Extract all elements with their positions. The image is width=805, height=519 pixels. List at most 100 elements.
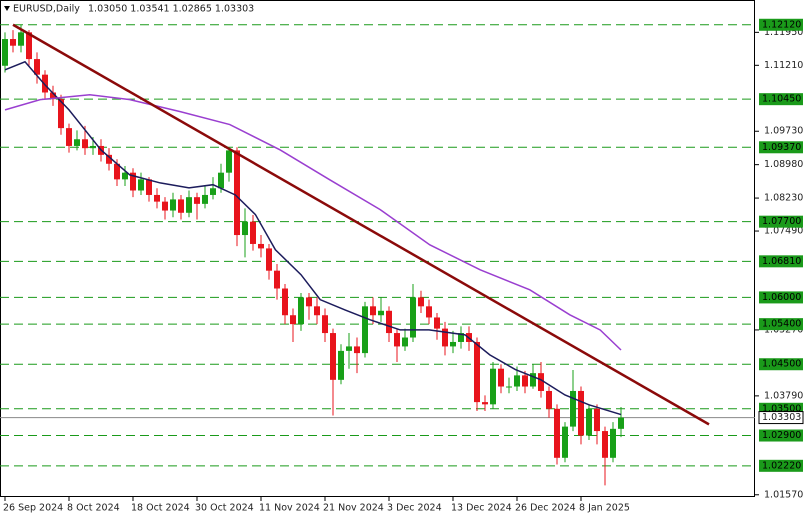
candle-body [322, 315, 328, 334]
candle-body [434, 317, 440, 329]
candle-body [354, 346, 360, 354]
candle-body [82, 139, 88, 149]
candle-body [34, 59, 40, 75]
candle-body [530, 373, 536, 387]
candle-body [10, 39, 16, 46]
overlay-line [4, 93, 622, 351]
x-tick-label: 26 Dec 2024 [515, 503, 576, 514]
level-label: 1.06000 [762, 292, 801, 303]
x-tick-label: 8 Jan 2025 [579, 503, 630, 514]
x-tick-label: 30 Oct 2024 [195, 503, 254, 514]
level-label-box [759, 215, 803, 228]
level-label-box [759, 141, 803, 154]
candle-body [250, 221, 256, 244]
candle-body [378, 310, 384, 316]
level-label: 1.02220 [762, 460, 801, 471]
candle-body [130, 172, 136, 191]
candle-body [50, 92, 56, 100]
candle-body [538, 373, 544, 391]
candle-body [562, 426, 568, 458]
overlay-line [4, 60, 622, 416]
candle-body [154, 194, 160, 202]
candle-body [58, 99, 64, 129]
level-label-box [759, 429, 803, 442]
candle-body [450, 341, 456, 347]
y-tick-label: 1.11950 [764, 27, 803, 38]
x-tick-label: 8 Oct 2024 [67, 503, 120, 514]
y-tick-label: 1.08230 [764, 193, 803, 204]
level-label-box [759, 18, 803, 31]
candle-body [490, 368, 496, 405]
candle-body [594, 408, 600, 432]
candle-body [26, 32, 32, 60]
level-label: 1.10450 [762, 94, 801, 105]
y-tick-label: 1.08980 [764, 159, 803, 170]
candle-body [114, 163, 120, 180]
candle-body [386, 310, 392, 334]
overlay-line [12, 23, 710, 426]
candle-body [474, 341, 480, 403]
candle-body [394, 333, 400, 347]
level-label: 1.05400 [762, 319, 801, 330]
current-price-box [758, 411, 804, 425]
candle-body [314, 306, 320, 316]
x-tick-label: 21 Nov 2024 [323, 503, 384, 514]
level-label: 1.03500 [762, 403, 801, 414]
candle-body [90, 145, 96, 149]
candle-body [482, 402, 488, 405]
candle-body [410, 297, 416, 338]
level-label-box [759, 459, 803, 472]
level-label-box [759, 318, 803, 331]
x-tick-label: 3 Dec 2024 [387, 503, 442, 514]
candle-body [138, 179, 144, 191]
candle-body [66, 128, 72, 146]
candle-body [2, 39, 8, 66]
level-label: 1.06810 [762, 256, 801, 267]
level-label: 1.04500 [762, 359, 801, 370]
menu-arrow[interactable] [4, 6, 10, 11]
x-tick-label: 11 Nov 2024 [259, 503, 320, 514]
candle-body [18, 32, 24, 46]
candle-body [570, 390, 576, 427]
level-label-box [759, 255, 803, 268]
candle-body [282, 288, 288, 316]
candle-body [290, 315, 296, 325]
x-tick-label: 13 Dec 2024 [451, 503, 512, 514]
level-label-box [759, 291, 803, 304]
candle-body [226, 150, 232, 173]
candle-body [106, 154, 112, 164]
candle-body [306, 297, 312, 307]
y-tick-label: 1.01570 [764, 489, 803, 500]
candle-body [170, 199, 176, 211]
candle-body [426, 306, 432, 318]
candle-body [330, 333, 336, 380]
candle-body [458, 333, 464, 342]
y-tick-label: 1.09730 [764, 126, 803, 137]
candle-body [242, 221, 248, 236]
current-price-label: 1.03303 [762, 412, 801, 423]
candle-body [514, 375, 520, 387]
y-tick-label: 1.11210 [764, 60, 803, 71]
candle-body [346, 346, 352, 351]
y-tick-label: 1.07490 [764, 226, 803, 237]
candle-body [610, 428, 616, 458]
candle-body [162, 201, 168, 211]
x-tick-label: 18 Oct 2024 [131, 503, 190, 514]
candle-body [298, 297, 304, 325]
quote: 1.03050 1.03541 1.02865 1.03303 [88, 4, 254, 15]
candle-body [122, 172, 128, 180]
candle-body [602, 431, 608, 458]
candle-body [42, 74, 48, 93]
candle-body [418, 297, 424, 307]
level-label: 1.12120 [762, 19, 801, 30]
level-label-box [759, 358, 803, 371]
candle-body [210, 188, 216, 195]
candle-body [178, 199, 184, 213]
level-label-box [759, 93, 803, 106]
plot-frame [0, 0, 755, 497]
candle-body [218, 172, 224, 189]
level-label: 1.02900 [762, 430, 801, 441]
candle-body [202, 194, 208, 204]
